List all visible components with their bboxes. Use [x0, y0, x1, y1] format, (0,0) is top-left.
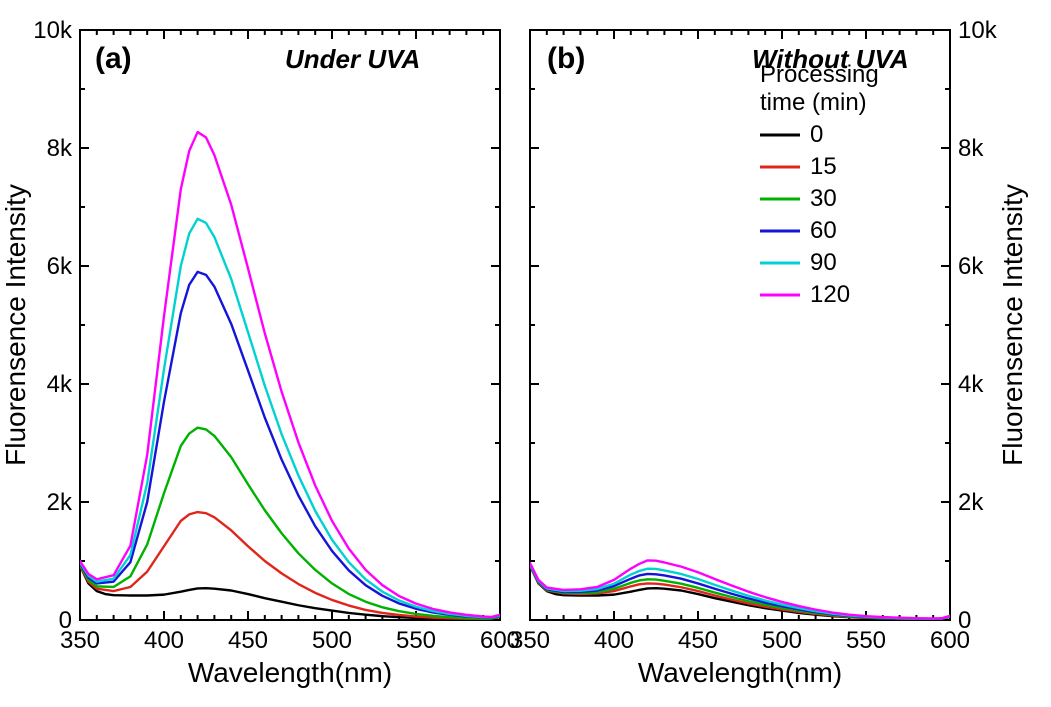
- x-tick-label: 500: [312, 627, 352, 654]
- y-axis-label: Fluorensence Intensity: [997, 184, 1028, 466]
- series-line: [80, 272, 500, 618]
- x-axis-label: Wavelength(nm): [188, 657, 392, 688]
- y-tick-label: 8k: [47, 135, 73, 162]
- y-tick-label: 8k: [958, 135, 984, 162]
- series-group: [80, 132, 500, 619]
- x-tick-label: 350: [510, 627, 550, 654]
- panel-label: (a): [95, 42, 132, 75]
- y-tick-label: 2k: [958, 489, 984, 516]
- plot-frame: [80, 30, 500, 620]
- y-tick-label: 0: [958, 607, 971, 634]
- x-tick-label: 450: [228, 627, 268, 654]
- legend-label: 120: [810, 281, 850, 308]
- y-tick-label: 2k: [47, 489, 73, 516]
- y-tick-label: 10k: [33, 17, 73, 44]
- y-tick-label: 6k: [47, 253, 73, 280]
- figure-root: 35040045050055060002k4k6k8k10kWavelength…: [0, 0, 1051, 707]
- legend-label: 60: [810, 217, 837, 244]
- legend-label: 30: [810, 185, 837, 212]
- x-tick-label: 400: [594, 627, 634, 654]
- y-tick-label: 0: [59, 607, 72, 634]
- y-tick-label: 4k: [958, 371, 984, 398]
- y-tick-label: 6k: [958, 253, 984, 280]
- series-line: [530, 565, 950, 619]
- panel-label: (b): [547, 42, 585, 75]
- y-tick-label: 10k: [958, 17, 998, 44]
- x-axis-label: Wavelength(nm): [638, 657, 842, 688]
- x-tick-label: 550: [396, 627, 436, 654]
- legend-label: 0: [810, 121, 823, 148]
- legend-label: 90: [810, 249, 837, 276]
- series-group: [530, 560, 950, 619]
- chart-svg: 35040045050055060002k4k6k8k10kWavelength…: [0, 0, 1051, 707]
- x-tick-label: 500: [762, 627, 802, 654]
- plot-frame: [530, 30, 950, 620]
- x-tick-label: 450: [678, 627, 718, 654]
- x-tick-label: 400: [144, 627, 184, 654]
- y-axis-label: Fluorensence Intensity: [0, 184, 31, 466]
- y-tick-label: 4k: [47, 371, 73, 398]
- legend-title-line: time (min): [760, 89, 867, 116]
- legend-title-line: Processing: [760, 61, 879, 88]
- legend-label: 15: [810, 153, 837, 180]
- x-tick-label: 550: [846, 627, 886, 654]
- panel-title: Under UVA: [285, 44, 420, 74]
